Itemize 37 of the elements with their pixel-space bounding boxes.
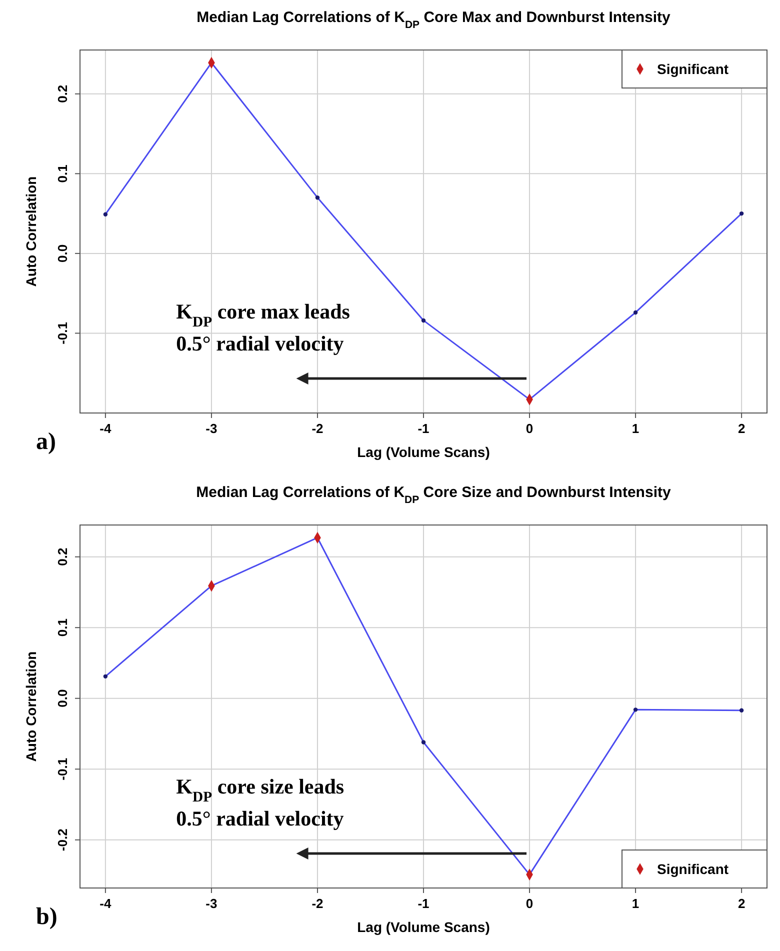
y-tick-label: -0.1 <box>55 322 70 344</box>
chart-title: Median Lag Correlations of K$_{DP}$ Core Size and Downburst Intensity <box>196 484 672 506</box>
y-tick-label: 0.0 <box>55 689 70 708</box>
chart-title: Median Lag Correlations of K$_{DP}$ Core Max and Downburst Intensity <box>196 9 672 31</box>
annotation: K$_{DP}$ core max leads <box>176 300 350 331</box>
x-tick-label: 1 <box>632 421 640 436</box>
x-tick-label: 2 <box>738 896 746 911</box>
x-tick-label: -3 <box>206 421 218 436</box>
x-tick-label: -3 <box>206 896 218 911</box>
y-tick-label: 0.0 <box>55 244 70 262</box>
x-tick-label: -1 <box>418 421 430 436</box>
x-tick-label: -4 <box>100 421 112 436</box>
text: a) <box>36 429 56 455</box>
y-axis-title: Auto Correlation <box>23 651 39 762</box>
x-tick-label: -1 <box>418 896 430 911</box>
y-tick-label: 0.1 <box>55 164 70 183</box>
legend-label: Significant <box>657 861 729 877</box>
x-tick-label: 0 <box>526 421 534 436</box>
x-tick-label: -2 <box>312 421 324 436</box>
y-tick-label: 0.2 <box>55 84 70 103</box>
x-tick-label: -4 <box>100 896 112 911</box>
x-tick-label: 2 <box>738 421 746 436</box>
x-tick-label: 1 <box>632 896 640 911</box>
x-tick-label: 0 <box>526 896 534 911</box>
y-tick-label: 0.1 <box>55 618 70 637</box>
legend-label: Significant <box>657 61 729 77</box>
x-axis-title: Lag (Volume Scans) <box>357 919 490 935</box>
annotation: K$_{DP}$ core size leads <box>176 774 344 806</box>
y-axis-title: Auto Correlation <box>23 176 39 287</box>
x-axis-title: Lag (Volume Scans) <box>357 444 490 460</box>
y-tick-label: -0.1 <box>55 758 70 780</box>
y-tick-label: 0.2 <box>55 548 70 566</box>
y-tick-label: -0.2 <box>55 828 70 852</box>
text: b) <box>36 904 58 930</box>
annotation: 0.5° radial velocity <box>176 332 344 356</box>
annotation: 0.5° radial velocity <box>176 806 344 831</box>
x-tick-label: -2 <box>312 896 324 911</box>
